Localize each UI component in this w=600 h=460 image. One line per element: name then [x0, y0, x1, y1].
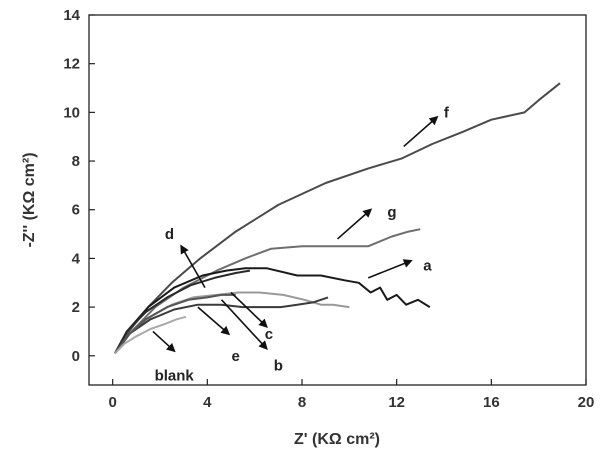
series-blank-arrow	[153, 331, 174, 350]
series-d-label: d	[165, 226, 174, 243]
y-tick-label: 10	[63, 104, 80, 121]
y-tick-label: 6	[72, 202, 80, 219]
y-tick-label: 0	[72, 348, 80, 365]
series-d-arrow	[181, 246, 205, 287]
series-b-line	[115, 297, 328, 353]
series-blank-label: blank	[155, 367, 195, 384]
series-g-label: g	[387, 204, 396, 221]
y-tick-label: 14	[63, 7, 80, 24]
series-g-arrow	[338, 210, 371, 239]
nyquist-chart: 0 4 8 12 16 20 0 2 4 6 8 10 12 14 f g a d cb e blank Z' (KΩ…	[0, 0, 600, 460]
x-tick-label: 20	[578, 394, 595, 411]
y-axis-label: -Z'' (KΩ cm²)	[21, 152, 38, 247]
series-f-arrow	[404, 117, 437, 146]
series-c-label: c	[265, 326, 273, 343]
y-tick-label: 12	[63, 56, 80, 73]
series-f-label: f	[444, 104, 450, 121]
x-tick-label: 12	[388, 394, 405, 411]
y-tick-label: 2	[72, 299, 80, 316]
x-tick-label: 16	[483, 394, 500, 411]
plot-frame	[89, 15, 586, 385]
y-tick-label: 4	[72, 250, 81, 267]
x-tick-label: 4	[203, 394, 212, 411]
x-tick-label: 8	[298, 394, 306, 411]
curve-annotations: f g a d cb e blank	[153, 104, 450, 384]
series-f-line	[115, 83, 560, 353]
series-e-label: e	[232, 348, 240, 365]
series-a-label: a	[423, 258, 432, 275]
series-a-arrow	[368, 261, 411, 278]
series-b-label: b	[274, 358, 283, 375]
series-e-arrow	[198, 307, 229, 334]
y-tick-label: 8	[72, 153, 80, 170]
series-c-arrow	[231, 293, 267, 327]
x-tick-label: 0	[108, 394, 116, 411]
plot-series	[115, 83, 560, 353]
axis-ticks: 0 4 8 12 16 20 0 2 4 6 8 10 12 14	[63, 7, 594, 411]
x-axis-label: Z' (KΩ cm²)	[294, 431, 380, 448]
